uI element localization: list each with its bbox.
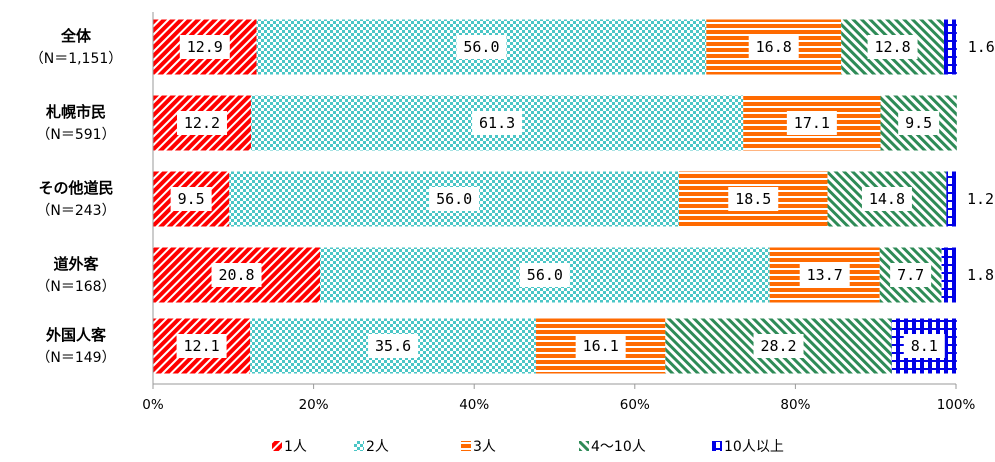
data-label-box: [429, 187, 480, 211]
data-label-box: [176, 334, 227, 358]
data-label: 9.5: [905, 114, 932, 132]
data-label-box: [867, 35, 918, 59]
data-label: 35.6: [375, 337, 411, 355]
data-label: 56.0: [463, 38, 499, 56]
data-label-box: [519, 263, 570, 287]
data-label: 16.1: [583, 337, 619, 355]
data-label: 12.2: [184, 114, 220, 132]
legend-label: 10人以上: [724, 439, 784, 455]
data-label-box: [890, 263, 932, 287]
x-tick-label: 40%: [459, 397, 489, 413]
data-label: 18.5: [735, 190, 771, 208]
data-label: 12.1: [184, 337, 220, 355]
x-tick-label: 100%: [937, 397, 976, 413]
data-label: 12.9: [187, 38, 223, 56]
category-count-label: （N＝243）: [36, 203, 115, 219]
data-label: 56.0: [436, 190, 472, 208]
data-label-box: [728, 187, 779, 211]
data-label: 1.8: [967, 266, 994, 284]
legend-swatch: [354, 441, 364, 451]
data-label: 7.7: [897, 266, 924, 284]
data-label-box: [861, 187, 912, 211]
category-label: 全体: [60, 27, 92, 45]
x-tick-label: 80%: [780, 397, 810, 413]
category-label: 札幌市民: [45, 103, 106, 121]
legend-swatch: [712, 441, 722, 451]
category-count-label: （N＝149）: [36, 350, 115, 366]
data-label-box: [575, 334, 626, 358]
data-label-box: [898, 111, 940, 135]
data-label: 8.1: [911, 337, 938, 355]
data-label: 12.8: [875, 38, 911, 56]
category-label: その他道民: [38, 179, 113, 197]
data-label-box: [368, 334, 419, 358]
data-label: 28.2: [760, 337, 796, 355]
category-label: 外国人客: [45, 326, 107, 344]
category-count-label: （N＝168）: [36, 279, 115, 295]
data-label-box: [456, 35, 507, 59]
data-label: 17.1: [794, 114, 830, 132]
data-label: 1.6: [968, 38, 995, 56]
legend-swatch: [461, 441, 471, 451]
data-label: 9.5: [178, 190, 205, 208]
data-label-box: [748, 35, 799, 59]
legend-swatch: [272, 441, 282, 451]
data-label: 1.2: [967, 190, 994, 208]
data-label-box: [903, 334, 945, 358]
bar-segment: [946, 171, 956, 227]
legend-label: 1人: [284, 439, 307, 455]
data-label-box: [786, 111, 837, 135]
data-label: 14.8: [869, 190, 905, 208]
data-label: 20.8: [218, 266, 254, 284]
data-label-box: [753, 334, 804, 358]
category-count-label: （N＝1,151）: [30, 51, 123, 67]
x-tick-label: 20%: [299, 397, 329, 413]
category-count-label: （N＝591）: [36, 127, 115, 143]
legend-swatch: [579, 441, 589, 451]
data-label: 56.0: [527, 266, 563, 284]
data-label: 13.7: [807, 266, 843, 284]
bar-segment: [943, 19, 957, 75]
data-label-box: [799, 263, 850, 287]
legend-label: 2人: [366, 439, 389, 455]
data-label-box: [176, 111, 227, 135]
data-label-box: [211, 263, 262, 287]
category-label: 道外客: [53, 255, 99, 273]
data-label: 16.8: [756, 38, 792, 56]
data-label-box: [179, 35, 230, 59]
x-tick-label: 0%: [142, 397, 164, 413]
x-tick-label: 60%: [620, 397, 650, 413]
legend-label: 3人: [473, 439, 496, 455]
data-label: 61.3: [479, 114, 515, 132]
data-label-box: [170, 187, 212, 211]
data-label-box: [472, 111, 523, 135]
legend-label: 4〜10人: [591, 439, 646, 455]
bar-segment: [941, 247, 956, 303]
